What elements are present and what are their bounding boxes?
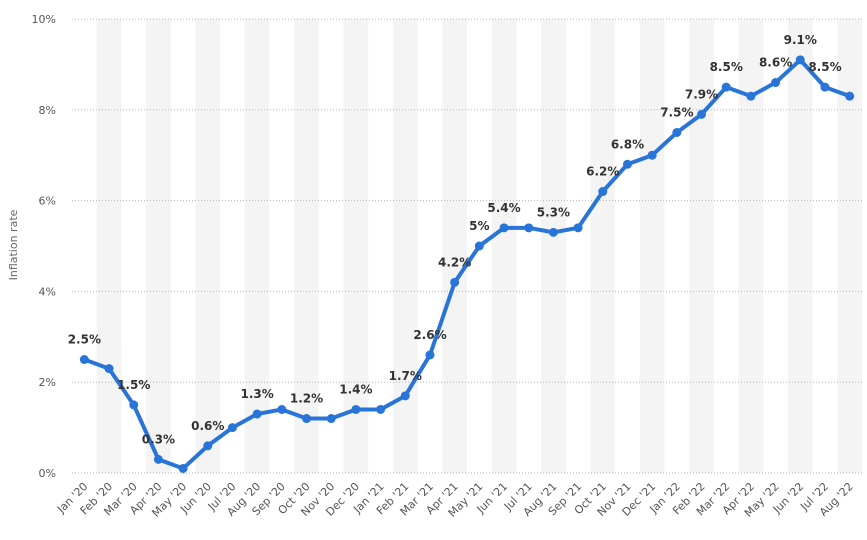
column-band xyxy=(738,19,764,473)
data-label: 8.5% xyxy=(808,60,841,74)
data-label: 5% xyxy=(469,219,489,233)
data-label: 5.4% xyxy=(487,201,520,215)
column-band xyxy=(96,19,122,473)
data-point xyxy=(845,91,855,101)
y-tick-label: 6% xyxy=(39,195,56,208)
data-label: 9.1% xyxy=(784,33,817,47)
data-label: 6.8% xyxy=(611,137,644,151)
column-band xyxy=(244,19,270,473)
y-tick-label: 8% xyxy=(39,104,56,117)
data-label: 7.5% xyxy=(660,106,693,120)
data-point xyxy=(79,355,89,364)
data-label: 1.5% xyxy=(117,378,150,392)
data-label: 5.3% xyxy=(537,205,570,219)
data-point xyxy=(203,441,213,451)
data-point xyxy=(721,82,731,92)
column-band xyxy=(146,19,171,473)
column-band xyxy=(343,19,369,473)
column-band xyxy=(639,19,665,473)
data-labels: 2.5% 1.5% 0.3% 0.6% 1.3% 1.2% 1.4% 1.7% 2.6% 4.2%… xyxy=(68,33,842,447)
data-point xyxy=(771,78,781,88)
data-point xyxy=(450,277,460,287)
column-band xyxy=(442,19,467,473)
data-point xyxy=(598,187,608,197)
column-band xyxy=(392,19,418,473)
data-point xyxy=(474,241,484,251)
data-point xyxy=(573,223,583,233)
data-label: 1.2% xyxy=(290,392,323,406)
data-point xyxy=(499,223,509,233)
data-label: 0.6% xyxy=(191,419,224,433)
alternating-bands xyxy=(96,19,862,473)
data-label: 1.3% xyxy=(241,387,274,401)
data-label: 2.6% xyxy=(413,328,446,342)
data-point xyxy=(548,227,558,237)
data-point xyxy=(820,82,830,92)
data-point xyxy=(795,55,805,65)
data-point xyxy=(622,159,632,169)
data-point xyxy=(326,414,336,424)
data-point xyxy=(252,409,262,419)
column-band xyxy=(195,19,221,473)
data-point xyxy=(376,404,386,414)
column-band xyxy=(590,19,616,473)
column-band xyxy=(837,19,862,473)
data-point xyxy=(104,364,114,374)
data-point xyxy=(524,223,534,233)
y-tick-label: 4% xyxy=(39,285,56,298)
column-band xyxy=(787,19,813,473)
y-tick-label: 0% xyxy=(39,467,56,480)
data-label: 8.5% xyxy=(710,60,743,74)
data-point xyxy=(351,404,361,414)
data-label: 0.3% xyxy=(142,432,175,446)
column-band xyxy=(689,19,714,473)
column-band xyxy=(541,19,566,473)
data-label: 1.7% xyxy=(389,369,422,383)
y-tick-label: 2% xyxy=(39,376,56,389)
data-label: 7.9% xyxy=(685,87,718,101)
data-point xyxy=(277,404,287,414)
data-point xyxy=(153,454,163,464)
data-label: 2.5% xyxy=(68,333,101,347)
data-point xyxy=(746,91,756,101)
data-label: 8.6% xyxy=(759,56,792,70)
data-point xyxy=(672,128,682,137)
data-point xyxy=(697,109,707,119)
y-axis-label: Inflation rate xyxy=(7,209,20,280)
column-band xyxy=(294,19,319,473)
y-tick-label: 10% xyxy=(32,13,56,26)
data-points xyxy=(79,55,855,473)
data-point xyxy=(178,463,188,473)
column-band xyxy=(491,19,517,473)
data-label: 6.2% xyxy=(586,165,619,179)
data-point xyxy=(129,400,139,410)
y-axis-ticks: 0% 2% 4% 6% 8% 10% xyxy=(32,13,56,480)
data-label: 4.2% xyxy=(438,255,471,269)
data-point xyxy=(302,414,312,424)
data-point xyxy=(400,391,410,401)
data-label: 1.4% xyxy=(339,382,372,396)
data-point xyxy=(425,350,435,360)
data-point xyxy=(647,150,657,160)
data-point xyxy=(227,423,237,433)
series-line xyxy=(82,57,852,471)
